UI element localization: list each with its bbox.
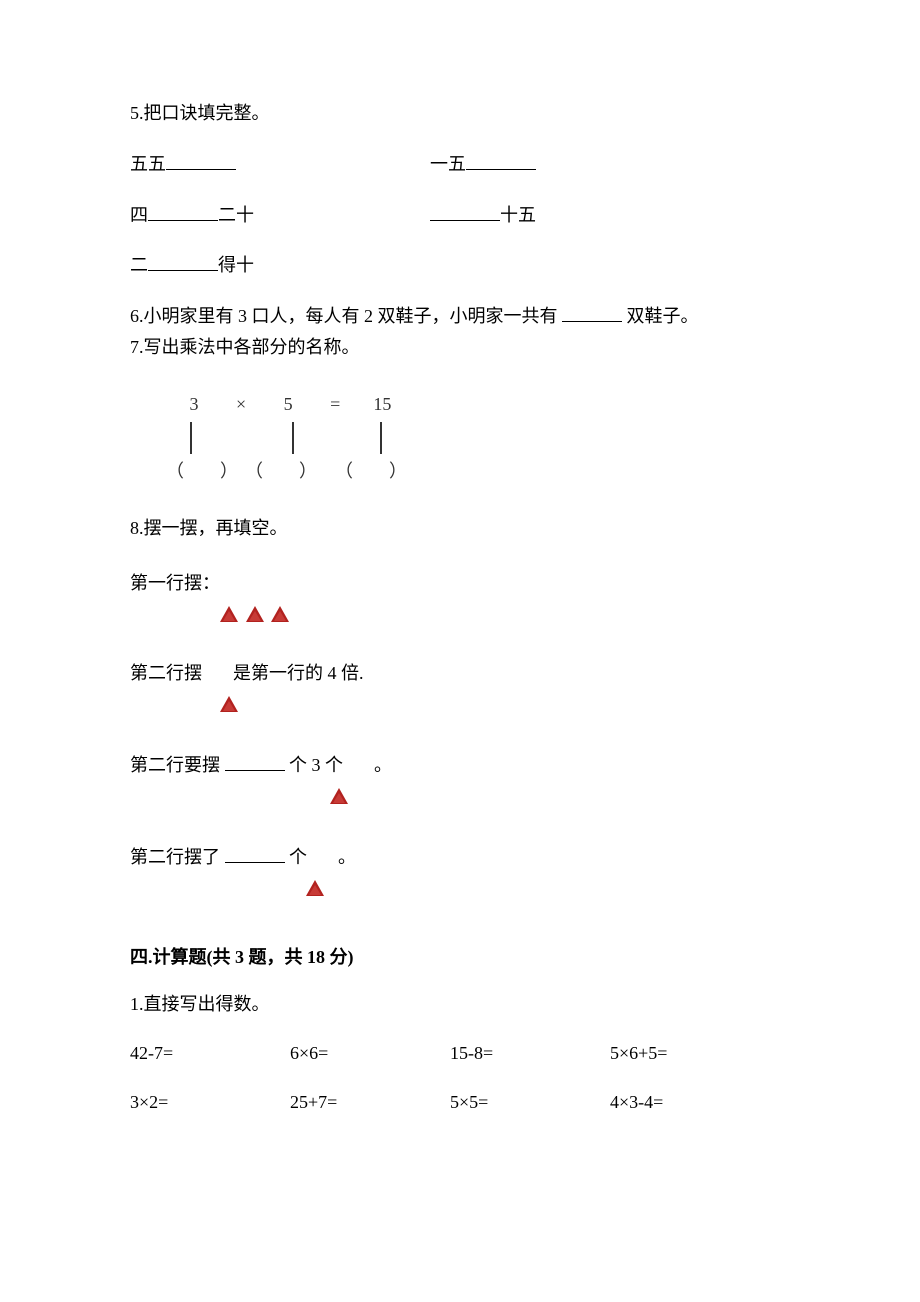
q5-row-1: 五五 一五	[130, 149, 790, 178]
q5-r2-right-post: 十五	[500, 202, 536, 229]
q8-line4: 第二行摆了 个 。	[130, 842, 790, 871]
q5-r3-left-post: 得十	[218, 252, 254, 279]
q8-line4-tri	[306, 873, 790, 900]
q8-line4-blank[interactable]	[225, 842, 285, 863]
calc-2-3: 5×5=	[450, 1089, 610, 1116]
q8-line4-post: 。	[338, 847, 356, 867]
q5-r2-left-post: 二十	[218, 202, 254, 229]
q8-line3-blank[interactable]	[225, 750, 285, 771]
q8-line4-pre: 第二行摆了	[130, 847, 220, 867]
q5-r2-right-blank[interactable]	[430, 200, 500, 221]
q5-row-3: 二 得十	[130, 251, 790, 280]
sec4-sub1: 1.直接写出得数。	[130, 991, 790, 1018]
q8-line3-pre: 第二行要摆	[130, 755, 220, 775]
calc-row-1: 42-7= 6×6= 15-8= 5×6+5=	[130, 1040, 790, 1067]
q7-b: 5	[274, 391, 302, 418]
q7-paren-3[interactable]: （ ）	[326, 458, 416, 485]
q5-row-2: 四 二十 十五	[130, 200, 790, 229]
q5-r2-left-pre: 四	[130, 202, 148, 229]
triangle-icon	[271, 606, 289, 622]
calc-1-2: 6×6=	[290, 1040, 450, 1067]
calc-1-3: 15-8=	[450, 1040, 610, 1067]
q8-line2-pre: 第二行摆	[130, 663, 202, 683]
q8-line2: 第二行摆 是第一行的 4 倍.	[130, 660, 790, 687]
q8-line1-tris	[220, 599, 790, 626]
q5-r1-left-pre: 五五	[130, 151, 166, 178]
q7-op: ×	[236, 391, 246, 418]
q7-line-1	[190, 422, 192, 454]
calc-2-1: 3×2=	[130, 1089, 290, 1116]
calc-2-4: 4×3-4=	[610, 1089, 770, 1116]
triangle-icon	[330, 788, 348, 804]
q5-r3-left-blank[interactable]	[148, 251, 218, 272]
calc-2-2: 25+7=	[290, 1089, 450, 1116]
q6-pre: 6.小明家里有 3 口人，每人有 2 双鞋子，小明家一共有	[130, 306, 558, 326]
triangle-icon	[306, 880, 324, 896]
q5-r1-left-blank[interactable]	[166, 149, 236, 170]
triangle-icon	[220, 696, 238, 712]
q8-line2-post: 是第一行的 4 倍.	[233, 663, 364, 683]
section-4-title: 四.计算题(共 3 题，共 18 分)	[130, 944, 790, 971]
triangle-icon	[246, 606, 264, 622]
q5-r1-right-pre: 一五	[430, 151, 466, 178]
q8-line2-tri	[220, 689, 790, 716]
q5-r1-right-blank[interactable]	[466, 149, 536, 170]
calc-row-2: 3×2= 25+7= 5×5= 4×3-4=	[130, 1089, 790, 1116]
q5-prompt: 5.把口诀填完整。	[130, 100, 790, 127]
q8-line3-mid: 个 3 个	[289, 755, 343, 775]
q6-post: 双鞋子。	[627, 306, 699, 326]
q7-line-3	[380, 422, 382, 454]
calc-1-4: 5×6+5=	[610, 1040, 770, 1067]
q7-paren-1[interactable]: （ ）	[166, 458, 236, 485]
q7-diagram: 3 × 5 = 15 （ ） （ ） （ ）	[170, 391, 790, 485]
q7-equation: 3 × 5 = 15	[180, 391, 790, 418]
q7-prompt: 7.写出乘法中各部分的名称。	[130, 334, 790, 361]
q8-line1-text: 第一行摆：	[130, 573, 220, 593]
q5-r2-left-blank[interactable]	[148, 200, 218, 221]
q7-eqsym: =	[330, 391, 340, 418]
q8-prompt: 8.摆一摆，再填空。	[130, 515, 790, 542]
q7-paren-2[interactable]: （ ）	[236, 458, 326, 485]
q8-line4-mid: 个	[289, 847, 307, 867]
q7-c: 15	[368, 391, 396, 418]
q6-blank[interactable]	[562, 301, 622, 322]
q8-line3-post: 。	[374, 755, 392, 775]
calc-1-1: 42-7=	[130, 1040, 290, 1067]
q7-line-2	[292, 422, 294, 454]
q7-parens-row: （ ） （ ） （ ）	[166, 458, 790, 485]
q7-a: 3	[180, 391, 208, 418]
q6-line: 6.小明家里有 3 口人，每人有 2 双鞋子，小明家一共有 双鞋子。	[130, 301, 790, 330]
q5-r3-left-pre: 二	[130, 252, 148, 279]
q7-lines	[190, 422, 790, 454]
triangle-icon	[220, 606, 238, 622]
q8-line1: 第一行摆：	[130, 570, 790, 597]
q8-line3: 第二行要摆 个 3 个 。	[130, 750, 790, 779]
q8-line3-tri	[330, 781, 790, 808]
